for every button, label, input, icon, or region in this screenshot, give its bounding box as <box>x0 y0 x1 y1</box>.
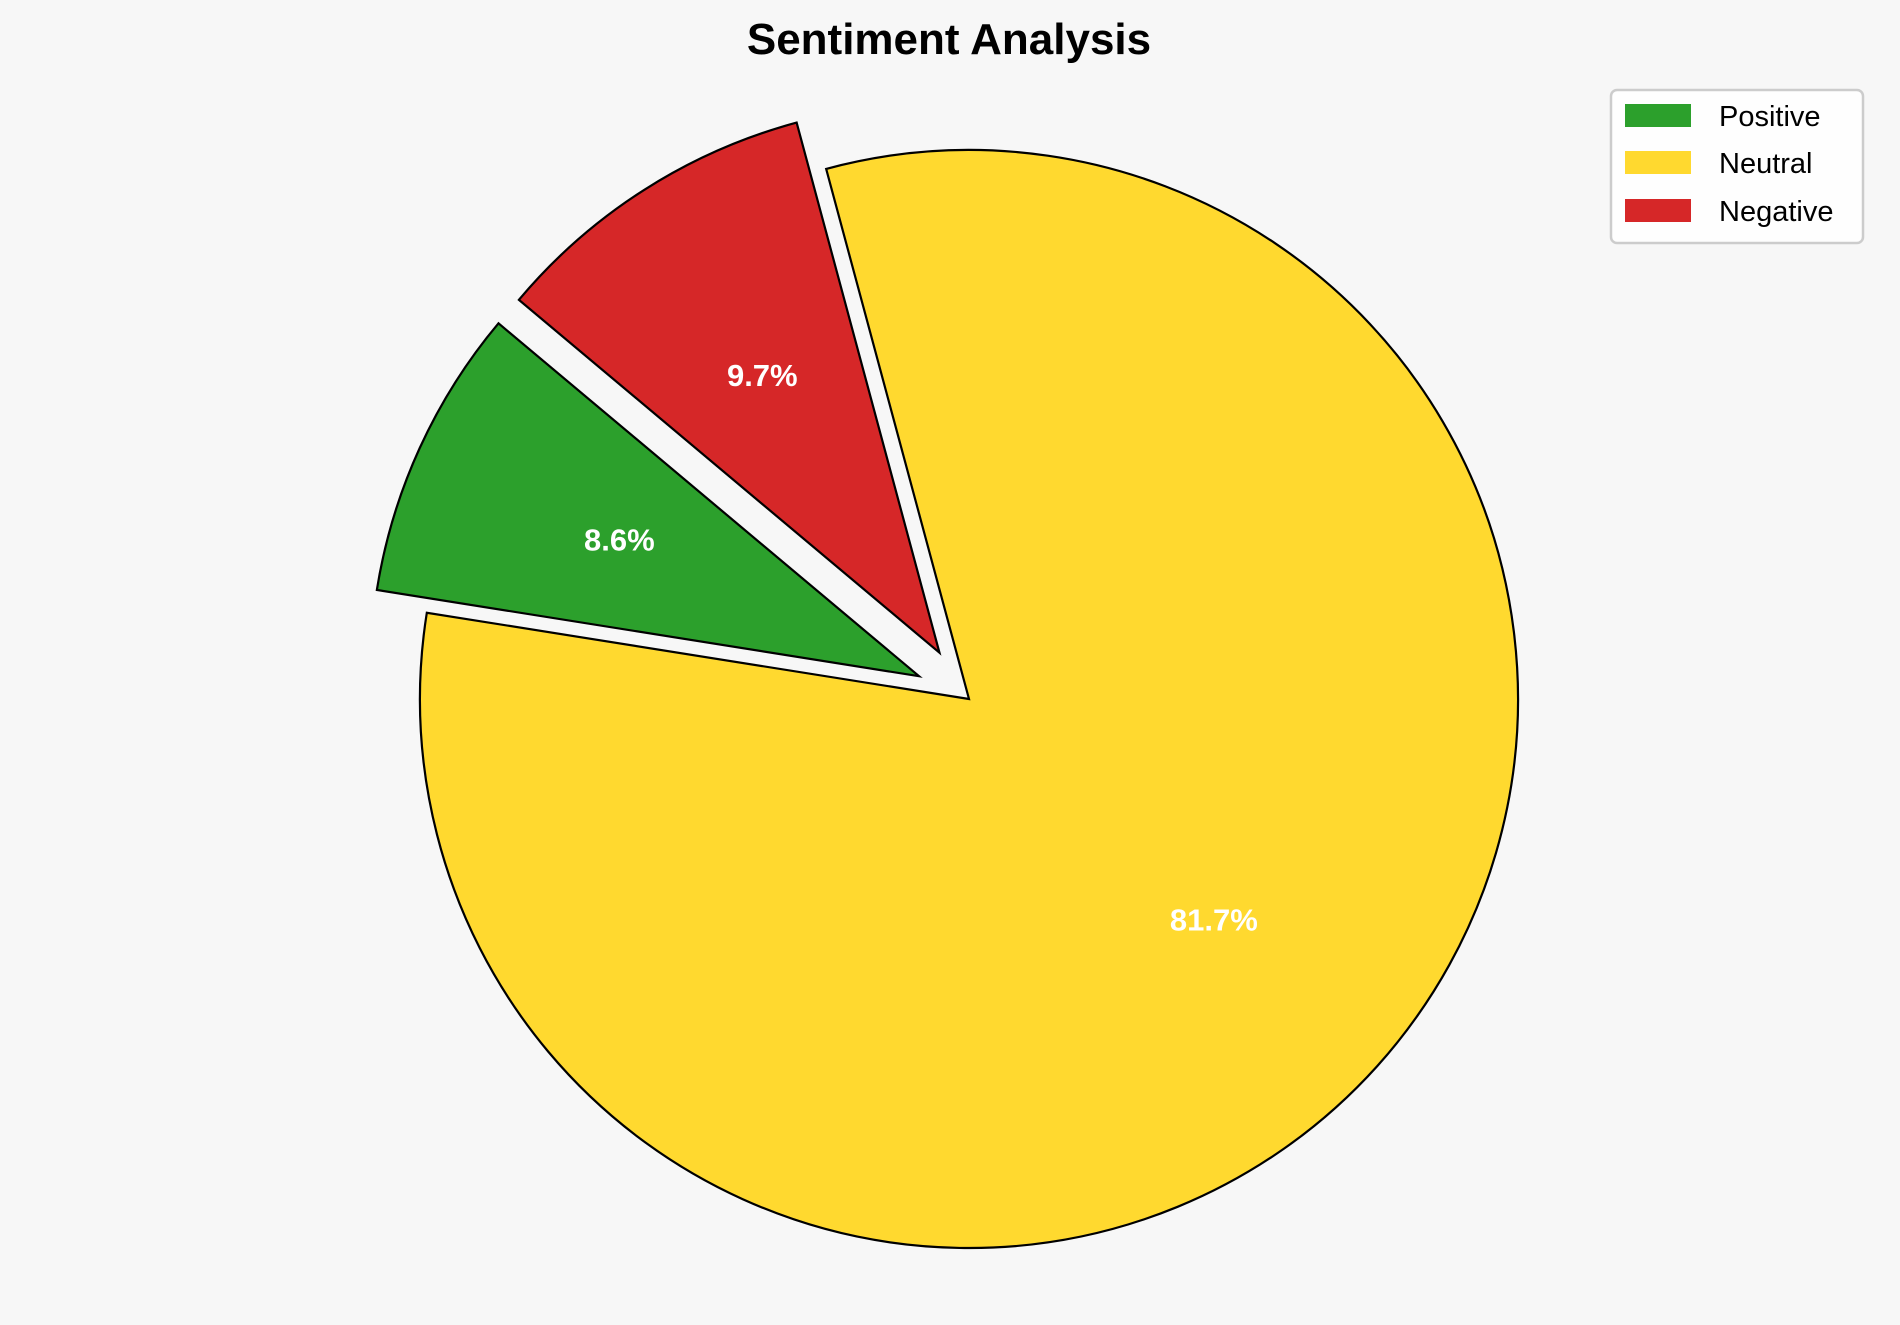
legend-swatch-neutral <box>1625 151 1691 174</box>
slice-label-neutral: 81.7% <box>1170 902 1258 937</box>
slice-positive <box>375 321 923 678</box>
slice-neutral <box>418 148 1520 1250</box>
chart-title: Sentiment Analysis <box>747 15 1151 64</box>
slice-label-positive: 8.6% <box>584 523 655 558</box>
legend-label-negative: Negative <box>1719 196 1833 228</box>
legend-swatch-positive <box>1625 104 1691 127</box>
slice-negative <box>517 121 942 656</box>
legend-swatch-negative <box>1625 199 1691 222</box>
legend-label-neutral: Neutral <box>1719 148 1813 180</box>
slice-labels: 8.6% 81.7% 9.7% <box>584 358 1258 937</box>
slice-label-negative: 9.7% <box>727 358 798 393</box>
legend: Positive Neutral Negative <box>1609 88 1865 245</box>
pie-slices <box>375 121 1520 1250</box>
legend-label-positive: Positive <box>1719 101 1821 133</box>
